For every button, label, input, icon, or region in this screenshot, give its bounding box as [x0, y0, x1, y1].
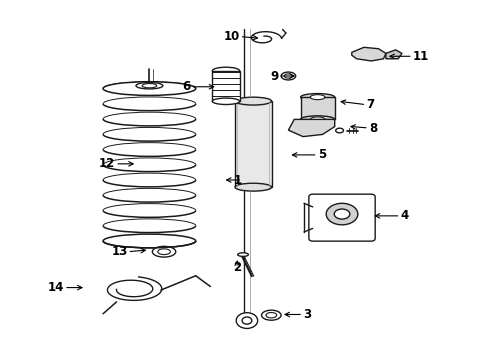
Text: 6: 6 [182, 80, 190, 93]
Text: 14: 14 [48, 281, 64, 294]
Ellipse shape [333, 209, 349, 219]
Ellipse shape [325, 203, 357, 225]
Ellipse shape [261, 310, 281, 320]
Ellipse shape [235, 97, 271, 105]
Text: 5: 5 [317, 148, 325, 161]
FancyBboxPatch shape [308, 194, 374, 241]
Text: 9: 9 [270, 69, 278, 82]
Ellipse shape [310, 95, 325, 100]
Ellipse shape [235, 183, 271, 191]
Text: 4: 4 [400, 210, 408, 222]
Ellipse shape [335, 128, 343, 133]
Ellipse shape [300, 116, 334, 123]
FancyBboxPatch shape [235, 101, 271, 187]
Text: 11: 11 [412, 50, 428, 63]
FancyBboxPatch shape [300, 97, 334, 120]
Polygon shape [385, 50, 401, 59]
Text: 12: 12 [99, 157, 115, 170]
Polygon shape [351, 47, 385, 61]
Text: 7: 7 [366, 98, 374, 111]
Text: 1: 1 [233, 174, 242, 186]
Text: 3: 3 [303, 308, 310, 321]
Ellipse shape [212, 98, 239, 104]
FancyBboxPatch shape [212, 71, 239, 101]
Ellipse shape [136, 82, 163, 89]
Text: 2: 2 [233, 261, 241, 274]
Ellipse shape [103, 82, 195, 95]
Ellipse shape [237, 253, 248, 256]
Ellipse shape [103, 234, 195, 248]
Ellipse shape [300, 94, 334, 101]
Circle shape [236, 313, 257, 328]
Ellipse shape [212, 67, 239, 75]
Ellipse shape [310, 117, 325, 122]
Ellipse shape [281, 72, 295, 80]
Text: 8: 8 [368, 122, 376, 135]
Polygon shape [288, 120, 334, 136]
Text: 13: 13 [111, 245, 127, 258]
Text: 10: 10 [223, 30, 239, 43]
Ellipse shape [152, 246, 175, 257]
